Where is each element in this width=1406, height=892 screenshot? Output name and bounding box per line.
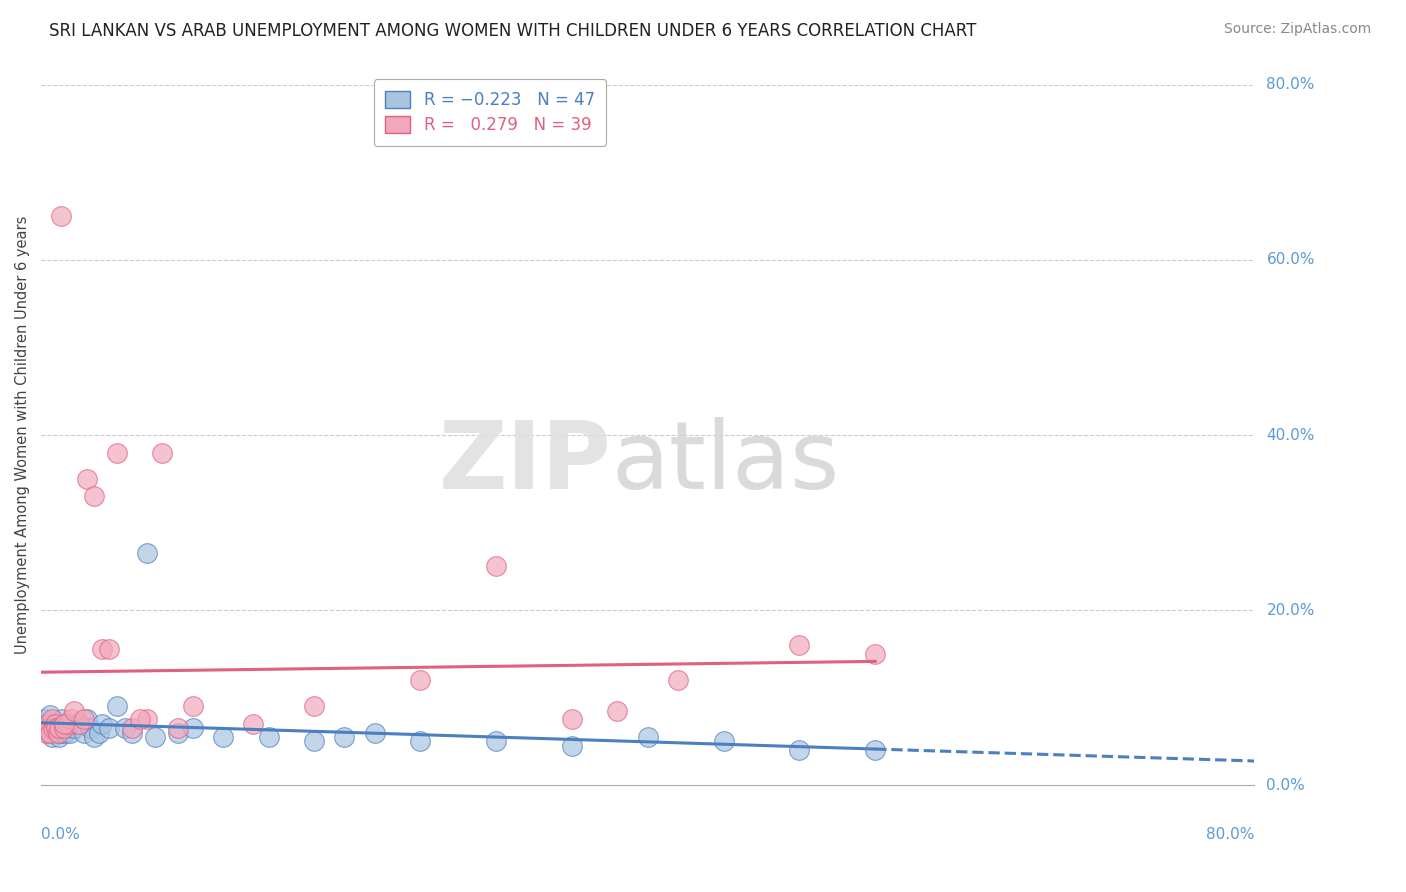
Point bbox=[34, 721, 56, 735]
Point bbox=[302, 699, 325, 714]
Text: 20.0%: 20.0% bbox=[1267, 603, 1315, 617]
Point bbox=[242, 716, 264, 731]
Point bbox=[90, 716, 112, 731]
Point bbox=[485, 734, 508, 748]
Point bbox=[409, 734, 432, 748]
Point bbox=[409, 673, 432, 687]
Text: 40.0%: 40.0% bbox=[1267, 427, 1315, 442]
Point bbox=[364, 725, 387, 739]
Point bbox=[32, 713, 55, 727]
Point bbox=[38, 725, 60, 739]
Text: Source: ZipAtlas.com: Source: ZipAtlas.com bbox=[1223, 22, 1371, 37]
Point bbox=[49, 725, 72, 739]
Point bbox=[42, 721, 65, 735]
Point bbox=[152, 445, 174, 459]
Point bbox=[67, 716, 90, 731]
Point bbox=[76, 713, 98, 727]
Text: 80.0%: 80.0% bbox=[1206, 827, 1254, 842]
Text: ZIP: ZIP bbox=[439, 417, 612, 509]
Point bbox=[63, 721, 86, 735]
Point bbox=[79, 721, 101, 735]
Point bbox=[60, 713, 83, 727]
Point bbox=[51, 713, 73, 727]
Point bbox=[606, 704, 628, 718]
Point bbox=[128, 713, 150, 727]
Point bbox=[49, 209, 72, 223]
Point bbox=[561, 713, 583, 727]
Point bbox=[44, 716, 66, 731]
Point bbox=[789, 638, 811, 652]
Point bbox=[136, 713, 159, 727]
Point bbox=[98, 642, 121, 657]
Point bbox=[41, 713, 63, 727]
Point bbox=[76, 472, 98, 486]
Point bbox=[181, 699, 204, 714]
Point bbox=[181, 721, 204, 735]
Point bbox=[58, 716, 80, 731]
Point bbox=[713, 734, 735, 748]
Point bbox=[121, 725, 143, 739]
Point bbox=[34, 725, 56, 739]
Point bbox=[38, 721, 60, 735]
Y-axis label: Unemployment Among Women with Children Under 6 years: Unemployment Among Women with Children U… bbox=[15, 216, 30, 654]
Point bbox=[41, 730, 63, 744]
Point bbox=[72, 725, 94, 739]
Point bbox=[83, 489, 105, 503]
Point bbox=[52, 721, 75, 735]
Point bbox=[53, 725, 76, 739]
Point bbox=[42, 721, 65, 735]
Point bbox=[63, 704, 86, 718]
Point bbox=[67, 716, 90, 731]
Point bbox=[863, 647, 886, 661]
Point bbox=[37, 716, 59, 731]
Point bbox=[90, 642, 112, 657]
Point bbox=[98, 721, 121, 735]
Text: atlas: atlas bbox=[612, 417, 839, 509]
Point bbox=[56, 716, 79, 731]
Point bbox=[46, 721, 69, 735]
Point bbox=[72, 713, 94, 727]
Point bbox=[48, 730, 70, 744]
Point bbox=[39, 708, 62, 723]
Point bbox=[83, 730, 105, 744]
Point bbox=[166, 725, 188, 739]
Text: 0.0%: 0.0% bbox=[1267, 778, 1305, 793]
Point bbox=[257, 730, 280, 744]
Point bbox=[863, 743, 886, 757]
Point bbox=[143, 730, 166, 744]
Point bbox=[212, 730, 235, 744]
Point bbox=[87, 725, 110, 739]
Point bbox=[32, 721, 55, 735]
Point bbox=[45, 721, 67, 735]
Point bbox=[52, 721, 75, 735]
Point bbox=[121, 721, 143, 735]
Text: 80.0%: 80.0% bbox=[1267, 78, 1315, 93]
Legend: R = −0.223   N = 47, R =   0.279   N = 39: R = −0.223 N = 47, R = 0.279 N = 39 bbox=[374, 79, 606, 145]
Point bbox=[561, 739, 583, 753]
Point bbox=[666, 673, 689, 687]
Point bbox=[105, 699, 128, 714]
Point bbox=[60, 716, 83, 731]
Point bbox=[333, 730, 356, 744]
Point bbox=[52, 716, 75, 731]
Point bbox=[302, 734, 325, 748]
Text: 60.0%: 60.0% bbox=[1267, 252, 1315, 268]
Point bbox=[789, 743, 811, 757]
Point bbox=[637, 730, 659, 744]
Point bbox=[44, 716, 66, 731]
Point bbox=[45, 725, 67, 739]
Point bbox=[37, 716, 59, 731]
Point bbox=[48, 721, 70, 735]
Point bbox=[114, 721, 136, 735]
Text: SRI LANKAN VS ARAB UNEMPLOYMENT AMONG WOMEN WITH CHILDREN UNDER 6 YEARS CORRELAT: SRI LANKAN VS ARAB UNEMPLOYMENT AMONG WO… bbox=[49, 22, 977, 40]
Point bbox=[166, 721, 188, 735]
Point bbox=[59, 725, 82, 739]
Point bbox=[58, 721, 80, 735]
Point bbox=[39, 725, 62, 739]
Point bbox=[136, 546, 159, 560]
Text: 0.0%: 0.0% bbox=[41, 827, 80, 842]
Point bbox=[46, 725, 69, 739]
Point bbox=[105, 445, 128, 459]
Point bbox=[485, 559, 508, 574]
